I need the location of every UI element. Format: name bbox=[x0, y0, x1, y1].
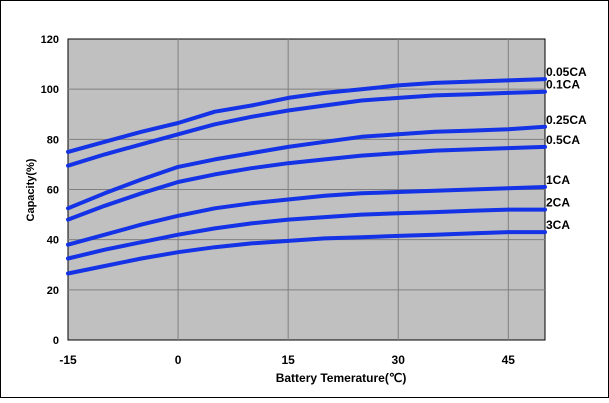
y-tick-label: 40 bbox=[47, 235, 59, 247]
x-axis-label: Battery Temerature(℃) bbox=[276, 371, 407, 385]
series-line-0-5ca bbox=[66, 144, 547, 222]
x-tick-label: 30 bbox=[392, 353, 406, 367]
x-tick-label: 0 bbox=[175, 353, 182, 367]
y-tick-label: 80 bbox=[47, 134, 59, 146]
series-label-0-5ca: 0.5CA bbox=[546, 133, 580, 147]
series-line-2ca bbox=[66, 207, 547, 261]
y-axis-label: Capacity(%) bbox=[25, 158, 37, 221]
series-line-3ca bbox=[66, 230, 547, 276]
series-label-1ca: 1CA bbox=[546, 173, 570, 187]
y-tick-label: 20 bbox=[47, 285, 59, 297]
series-label-0-05ca: 0.05CA bbox=[546, 65, 587, 79]
x-axis-ticks: -15 0 15 30 45 bbox=[59, 353, 515, 367]
x-tick-label: -15 bbox=[59, 353, 77, 367]
y-axis-ticks: 0 20 40 60 80 100 120 bbox=[41, 34, 59, 347]
y-tick-label: 100 bbox=[41, 84, 59, 96]
series-label-3ca: 3CA bbox=[546, 218, 570, 232]
y-tick-label: 0 bbox=[53, 335, 59, 347]
y-tick-label: 60 bbox=[47, 185, 59, 197]
x-tick-label: 15 bbox=[281, 353, 295, 367]
series-line-1ca bbox=[66, 185, 547, 247]
series-label-2ca: 2CA bbox=[546, 196, 570, 210]
series-line-0-05ca bbox=[66, 77, 547, 154]
x-tick-label: 45 bbox=[502, 353, 516, 367]
y-tick-label: 120 bbox=[41, 34, 59, 46]
series-line-0-25ca bbox=[66, 124, 547, 211]
series-line-0-1ca bbox=[66, 89, 547, 168]
series-label-0-1ca: 0.1CA bbox=[546, 78, 580, 92]
series-label-0-25ca: 0.25CA bbox=[546, 113, 587, 127]
series-lines bbox=[66, 77, 547, 276]
